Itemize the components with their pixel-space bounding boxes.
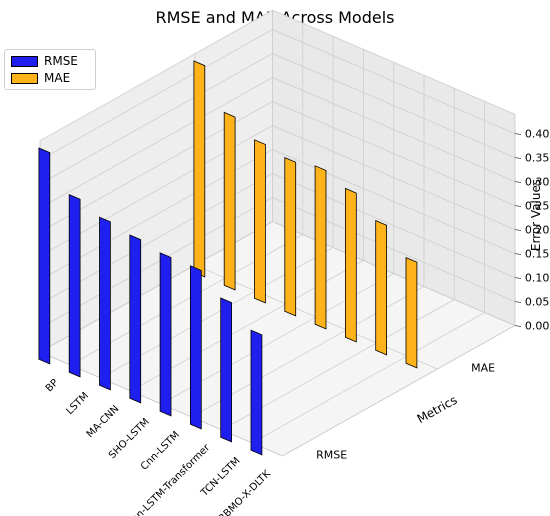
legend: RMSE MAE	[4, 49, 96, 90]
x-tick-label: Cnn-LSTM-Transformer	[125, 442, 213, 516]
z-tick-label: 0.40	[525, 128, 550, 141]
bar-mae-cnn-lstm-transformer	[344, 187, 357, 343]
bar-mae-sho-lstm	[284, 156, 297, 317]
z-tick-label: 0.10	[525, 272, 550, 285]
z-tick-mark	[514, 181, 521, 183]
grid-line-z	[39, 53, 516, 185]
legend-item-mae: MAE	[11, 71, 70, 85]
z-tick-label: 0.15	[525, 248, 550, 261]
legend-item-rmse: RMSE	[11, 54, 78, 68]
grid-line-z	[39, 149, 516, 281]
x-tick-label: SHO-LSTM	[107, 416, 152, 461]
legend-label-rmse: RMSE	[44, 54, 78, 68]
bar-mae-lstm	[223, 111, 236, 291]
z-tick-mark	[514, 253, 521, 255]
bar-mae-ma-cnn	[254, 139, 266, 304]
bars-group	[38, 60, 418, 456]
bar-rmse-rbmo-x-dltk	[250, 329, 263, 456]
z-tick-label: 0.35	[525, 152, 550, 165]
x-tick-label: TCN-LSTM	[199, 455, 243, 499]
z-tick-mark	[514, 205, 521, 207]
bar-rmse-cnn-lstm-transformer	[189, 265, 202, 430]
grid-line-z	[39, 197, 516, 329]
bar-rmse-tcn-lstm	[220, 297, 233, 443]
y-tick-label: MAE	[471, 362, 495, 375]
z-tick-label: 0.05	[525, 296, 550, 309]
grid-line-z	[39, 29, 516, 161]
grid-line-z	[39, 221, 516, 353]
z-tick-mark	[514, 229, 521, 231]
grid-line-z	[39, 125, 516, 257]
z-tick-label: 0.20	[525, 224, 550, 237]
z-tick-label: 0.25	[525, 200, 550, 213]
x-tick-label: Cnn-LSTM	[139, 429, 182, 472]
z-tick-mark	[514, 277, 521, 279]
legend-swatch-mae	[11, 72, 38, 84]
bar-rmse-sho-lstm	[129, 234, 142, 404]
legend-swatch-rmse	[11, 55, 38, 67]
z-tick-mark	[514, 157, 521, 159]
x-tick-label: LSTM	[64, 390, 91, 417]
z-tick-mark	[514, 301, 521, 303]
bar-mae-tcn-lstm	[375, 219, 388, 356]
axis-panes	[38, 9, 517, 457]
bar-mae-rbmo-x-dltk	[405, 256, 418, 369]
bar-rmse-cnn-lstm	[159, 252, 172, 417]
y-tick-label: RMSE	[316, 449, 347, 462]
z-tick-label: 0.30	[525, 176, 550, 189]
bar-rmse-ma-cnn	[99, 216, 111, 391]
z-tick-mark	[514, 325, 521, 327]
grid-line-z	[39, 173, 516, 305]
bar-rmse-lstm	[68, 193, 81, 378]
bar-rmse-bp	[38, 147, 51, 365]
x-tick-label: BP	[44, 377, 61, 394]
grid-line-z	[39, 77, 516, 209]
y-axis-label: Metrics	[415, 393, 460, 426]
z-tick-label: 0.00	[525, 320, 550, 333]
grid-line-z	[39, 101, 516, 233]
bar-mae-bp	[193, 60, 206, 278]
z-axis-label: Error Values	[529, 179, 543, 251]
legend-label-mae: MAE	[44, 71, 71, 85]
x-tick-label: MA-CNN	[85, 403, 122, 440]
z-tick-mark	[514, 133, 521, 135]
bar-mae-cnn-lstm	[314, 165, 327, 330]
